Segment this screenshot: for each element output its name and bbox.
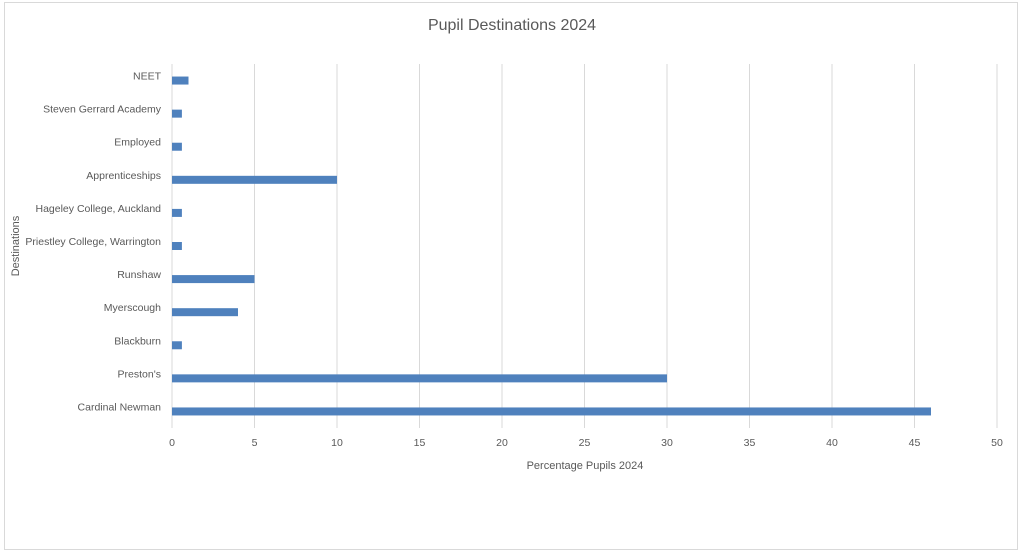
- bar: [172, 175, 337, 184]
- bar: [172, 308, 238, 317]
- x-tick-label: 15: [414, 437, 426, 449]
- bar: [172, 242, 182, 250]
- x-tick-label: 45: [909, 437, 921, 449]
- category-label: Priestley College, Warrington: [25, 236, 161, 248]
- gridlines: [171, 64, 998, 428]
- x-tick-label: 50: [991, 437, 1003, 449]
- category-label: Myerscough: [104, 302, 161, 314]
- category-label: Preston's: [118, 368, 161, 380]
- chart-title: Pupil Destinations 2024: [428, 17, 596, 34]
- category-label: NEET: [133, 71, 162, 83]
- bar: [172, 76, 189, 85]
- category-label: Cardinal Newman: [78, 401, 162, 413]
- category-label: Hageley College, Auckland: [36, 203, 162, 215]
- x-tick-label: 25: [579, 437, 591, 449]
- bar: [172, 407, 931, 416]
- bar: [172, 341, 182, 350]
- category-label: Runshaw: [117, 269, 161, 281]
- x-axis-label: Percentage Pupils 2024: [527, 460, 644, 472]
- x-tick-label: 40: [826, 437, 838, 449]
- bar: [172, 109, 182, 118]
- x-tick-label: 0: [169, 437, 175, 449]
- category-labels: Cardinal Newman Preston's Blackburn Myersco…: [25, 71, 161, 414]
- bar: [172, 374, 667, 383]
- bar: [172, 208, 182, 217]
- x-tick-label: 20: [496, 437, 508, 449]
- x-tick-label: 30: [661, 437, 673, 449]
- category-label: Employed: [114, 137, 161, 149]
- category-label: Blackburn: [114, 335, 161, 347]
- x-tick-label: 10: [331, 437, 343, 449]
- x-tick-label: 5: [252, 437, 258, 449]
- y-axis-label: Destinations: [10, 215, 22, 276]
- x-tick-label: 35: [744, 437, 756, 449]
- category-label: Apprenticeships: [86, 170, 161, 182]
- bars: [172, 76, 931, 416]
- bar: [172, 275, 255, 284]
- category-label: Steven Gerrard Academy: [43, 104, 162, 116]
- x-tick-labels: 0 5 10 15 20 25 30 35 40 45 50: [169, 437, 1003, 449]
- bar: [172, 142, 182, 151]
